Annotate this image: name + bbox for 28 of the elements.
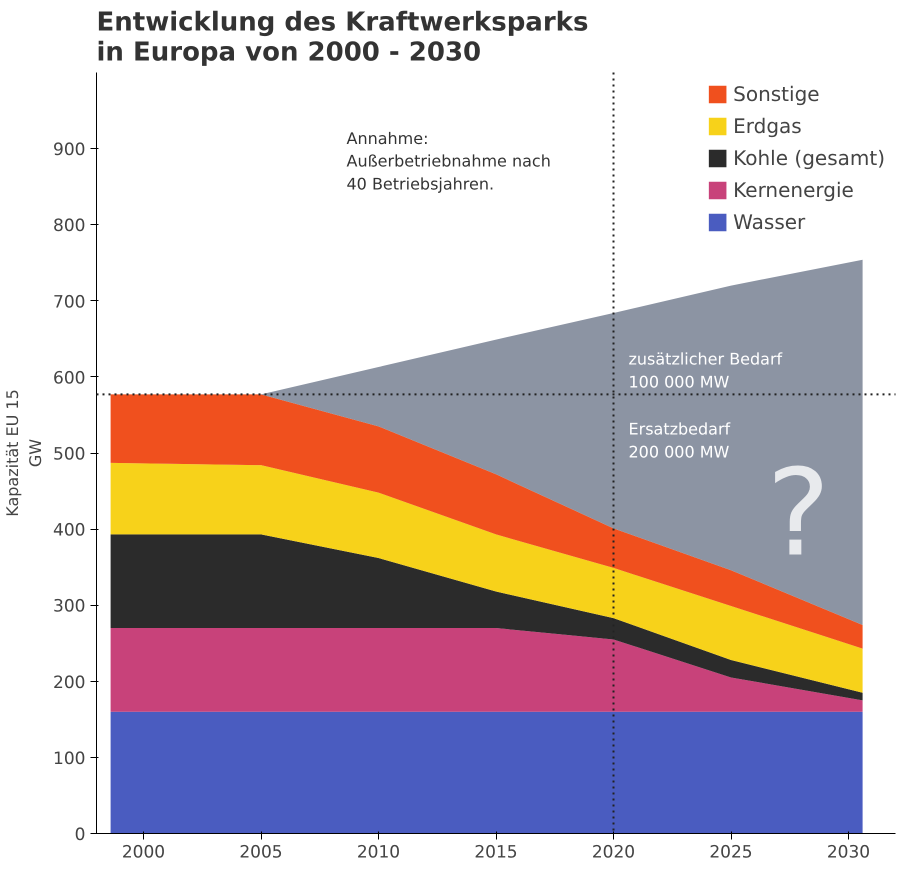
legend-label: Wasser (733, 210, 806, 234)
annotation: Annahme: Außerbetriebnahme nach 40 Betriebsjahren. (346, 128, 551, 194)
x-tick-label: 2020 (592, 842, 636, 862)
x-tick-label: 2015 (474, 842, 518, 862)
y-tick-label: 200 (53, 672, 86, 693)
x-tick-label: 2010 (356, 842, 400, 862)
y-tick-label: 900 (53, 140, 86, 160)
x-tick-label: 2030 (826, 842, 870, 862)
y-tick-label: 0 (74, 825, 86, 845)
y-tick-label: 300 (53, 596, 86, 617)
legend-label: Kohle (gesamt) (733, 146, 885, 170)
y-tick-label: 600 (53, 368, 86, 388)
x-tick-label: 2025 (709, 842, 753, 862)
annotation: ? (766, 444, 830, 584)
y-tick-label: 800 (53, 216, 86, 236)
y-tick-label: 500 (53, 444, 86, 464)
x-tick-label: 2005 (239, 842, 283, 862)
y-tick-label: 100 (53, 748, 86, 769)
legend-label: Erdgas (733, 114, 802, 138)
annotation: zusätzlicher Bedarf 100 000 MW (628, 350, 783, 392)
y-tick-label: 700 (53, 292, 86, 312)
y-tick-label: 400 (53, 520, 86, 541)
y-axis-title: Kapazität EU 15 GW (3, 389, 46, 517)
chart-title: Entwicklung des Kraftwerksparks in Europa von 2000 - 2030 (96, 8, 588, 68)
x-tick-label: 2000 (122, 842, 166, 862)
annotation: Ersatzbedarf 200 000 MW (628, 420, 731, 462)
legend-label: Sonstige (733, 82, 820, 106)
legend-label: Kernenergie (733, 178, 854, 202)
